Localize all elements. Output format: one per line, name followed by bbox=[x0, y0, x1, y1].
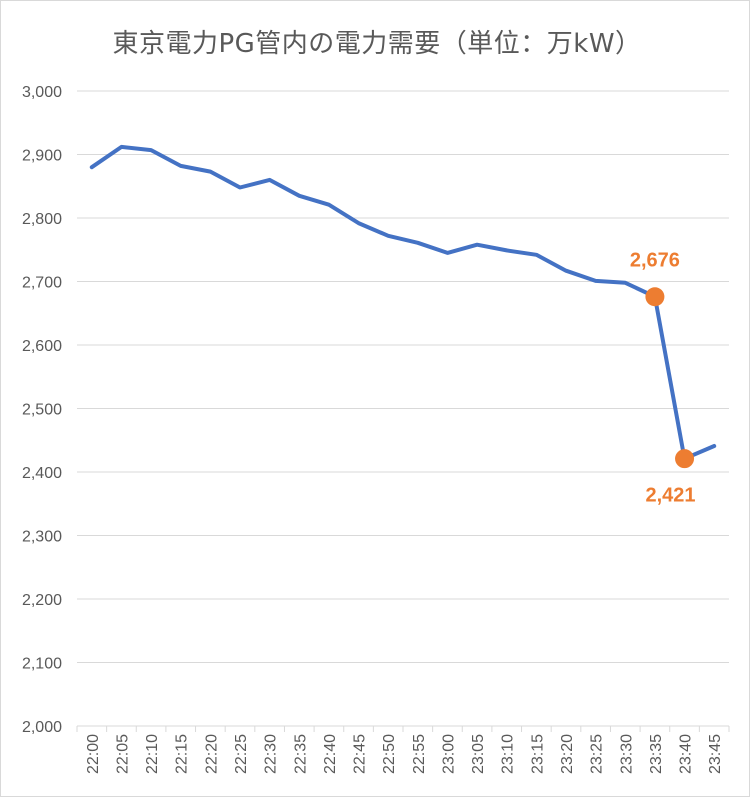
x-tick-label: 22:30 bbox=[263, 734, 280, 774]
x-tick-label: 22:50 bbox=[381, 734, 398, 774]
x-tick-label: 23:30 bbox=[618, 734, 635, 774]
x-tick-label: 23:45 bbox=[707, 734, 724, 774]
x-tick-label: 22:25 bbox=[233, 734, 250, 774]
x-tick-label: 23:05 bbox=[470, 734, 487, 774]
x-tick-label: 23:25 bbox=[589, 734, 606, 774]
x-tick-label: 23:35 bbox=[648, 734, 665, 774]
y-tick-label: 2,800 bbox=[22, 211, 62, 228]
data-label: 2,676 bbox=[630, 250, 680, 272]
x-tick-label: 22:10 bbox=[144, 734, 161, 774]
x-tick-label: 22:55 bbox=[411, 734, 428, 774]
series-line bbox=[89, 144, 717, 461]
data-label: 2,421 bbox=[646, 485, 696, 507]
x-tick-label: 23:20 bbox=[559, 734, 576, 774]
y-tick-label: 2,700 bbox=[22, 275, 62, 292]
y-tick-label: 2,300 bbox=[22, 529, 62, 546]
x-tick-label: 22:05 bbox=[114, 734, 131, 774]
x-tick-label: 23:40 bbox=[678, 734, 695, 774]
y-tick-label: 2,900 bbox=[22, 148, 62, 165]
x-tick-label: 22:40 bbox=[322, 734, 339, 774]
y-tick-label: 2,500 bbox=[22, 402, 62, 419]
x-tick-label: 23:00 bbox=[440, 734, 457, 774]
x-tick-label: 22:45 bbox=[352, 734, 369, 774]
y-tick-label: 2,600 bbox=[22, 338, 62, 355]
y-tick-label: 3,000 bbox=[22, 84, 62, 101]
x-tick-label: 22:20 bbox=[203, 734, 220, 774]
x-tick-label: 23:10 bbox=[500, 734, 517, 774]
y-tick-label: 2,200 bbox=[22, 592, 62, 609]
chart-title: 東京電力PG管内の電力需要（単位：万kW） bbox=[112, 29, 642, 59]
x-tick-label: 22:35 bbox=[292, 734, 309, 774]
y-tick-label: 2,400 bbox=[22, 465, 62, 482]
x-tick-label: 22:15 bbox=[174, 734, 191, 774]
highlight-marker bbox=[675, 449, 695, 469]
highlight-marker bbox=[645, 287, 665, 307]
y-tick-label: 2,000 bbox=[22, 719, 62, 736]
y-tick-label: 2,100 bbox=[22, 656, 62, 673]
x-tick-label: 22:00 bbox=[85, 734, 102, 774]
x-tick-label: 23:15 bbox=[529, 734, 546, 774]
